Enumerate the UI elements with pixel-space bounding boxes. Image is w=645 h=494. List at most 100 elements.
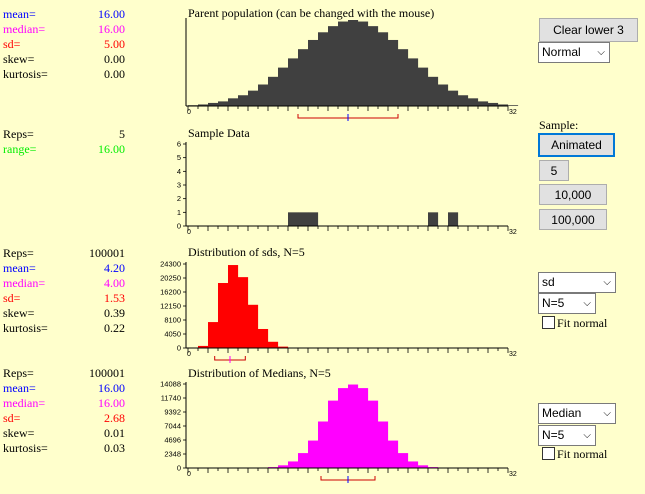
stat-label: sd= bbox=[3, 291, 21, 305]
stat-row: skew= 0.00 bbox=[3, 52, 125, 67]
medians-title: Distribution of Medians, N=5 bbox=[188, 366, 331, 380]
bar bbox=[418, 465, 429, 468]
stat-row: mean= 4.20 bbox=[3, 261, 125, 276]
parent-title: Parent population (can be changed with t… bbox=[188, 6, 435, 20]
animated-button[interactable]: Animated bbox=[538, 133, 615, 157]
stat-value: 0.01 bbox=[104, 426, 125, 440]
parent-distribution-select[interactable]: Normal ⌵ bbox=[538, 42, 610, 63]
bar bbox=[428, 212, 439, 226]
stat-label: Reps= bbox=[3, 366, 34, 380]
bar bbox=[358, 21, 369, 106]
stat-label: range= bbox=[3, 142, 37, 156]
checkbox-box[interactable] bbox=[542, 447, 555, 460]
chevron-down-icon: ⌵ bbox=[603, 277, 611, 288]
stat-value: 4.00 bbox=[104, 276, 125, 290]
stat-value: 1.53 bbox=[104, 291, 125, 305]
stat-row: median= 16.00 bbox=[3, 396, 125, 411]
stat-value: 0.00 bbox=[104, 52, 125, 66]
sds-fit-normal-checkbox[interactable]: Fit normal bbox=[542, 316, 607, 331]
bar bbox=[218, 101, 229, 106]
bar bbox=[398, 49, 409, 106]
bar bbox=[468, 98, 479, 106]
y-tick-label: 4 bbox=[177, 167, 181, 176]
stat-row: kurtosis= 0.22 bbox=[3, 321, 125, 336]
medians-n-select[interactable]: N=5 ⌵ bbox=[538, 425, 596, 446]
stat-label: median= bbox=[3, 396, 46, 410]
bar bbox=[258, 328, 269, 348]
y-tick-label: 4050 bbox=[164, 330, 181, 339]
bar bbox=[458, 95, 469, 106]
stat-row: mean= 16.00 bbox=[3, 381, 125, 396]
stat-label: Reps= bbox=[3, 246, 34, 260]
bar bbox=[278, 67, 289, 106]
stat-row: skew= 0.01 bbox=[3, 426, 125, 441]
stat-label: skew= bbox=[3, 426, 35, 440]
stat-label: sd= bbox=[3, 411, 21, 425]
clear-lower-3-button[interactable]: Clear lower 3 bbox=[539, 18, 638, 42]
bar bbox=[488, 102, 499, 106]
bar bbox=[278, 465, 289, 468]
bar bbox=[308, 212, 319, 226]
stat-label: mean= bbox=[3, 7, 36, 21]
bar bbox=[448, 212, 459, 226]
stat-label: median= bbox=[3, 276, 46, 290]
x-tick-label-min: 0 bbox=[187, 351, 191, 358]
y-tick-label: 1 bbox=[177, 208, 181, 217]
stat-row: sd= 5.00 bbox=[3, 37, 125, 52]
medians-fit-normal-checkbox[interactable]: Fit normal bbox=[542, 447, 607, 462]
parent-distribution-value: Normal bbox=[542, 45, 581, 59]
sds-statistic-select[interactable]: sd ⌵ bbox=[538, 272, 616, 293]
bar bbox=[298, 212, 309, 226]
bar bbox=[268, 76, 279, 106]
stat-label: kurtosis= bbox=[3, 441, 48, 455]
stat-label: kurtosis= bbox=[3, 67, 48, 81]
x-tick-label-max: 32 bbox=[509, 351, 517, 358]
chevron-down-icon: ⌵ bbox=[597, 47, 605, 58]
bar bbox=[248, 304, 259, 348]
stat-row: sd= 1.53 bbox=[3, 291, 125, 306]
y-tick-label: 3 bbox=[177, 181, 181, 190]
bar bbox=[218, 283, 229, 348]
y-tick-label: 12150 bbox=[160, 302, 181, 311]
y-tick-label: 16200 bbox=[160, 288, 181, 297]
bar bbox=[348, 384, 359, 468]
checkbox-box[interactable] bbox=[542, 316, 555, 329]
sds-title: Distribution of sds, N=5 bbox=[188, 245, 305, 259]
parent-stats: mean= 16.00 median= 16.00 sd= 5.00 skew= 0.00 ku… bbox=[3, 7, 125, 82]
x-tick-label-max: 32 bbox=[509, 109, 517, 116]
x-tick-label-min: 0 bbox=[187, 229, 191, 236]
stat-value: 4.20 bbox=[104, 261, 125, 275]
stat-value: 16.00 bbox=[98, 142, 125, 156]
y-tick-label: 2348 bbox=[164, 450, 181, 459]
bar bbox=[408, 58, 419, 106]
stat-value: 5 bbox=[119, 127, 125, 141]
bar bbox=[328, 400, 339, 468]
bar bbox=[318, 421, 329, 468]
stat-row: Reps= 100001 bbox=[3, 366, 125, 381]
y-tick-label: 11740 bbox=[161, 394, 181, 403]
stat-row: Reps= 5 bbox=[3, 127, 125, 142]
chevron-down-icon: ⌵ bbox=[603, 408, 611, 419]
bar bbox=[368, 400, 379, 468]
stat-label: mean= bbox=[3, 381, 36, 395]
y-tick-label: 9392 bbox=[164, 408, 181, 417]
medians-distribution-plot: 0 32 0 2348 4696 7044 9392 11740 14088 bbox=[160, 380, 517, 483]
y-tick-label: 7044 bbox=[164, 422, 181, 431]
bar bbox=[478, 101, 489, 106]
stat-value: 16.00 bbox=[98, 7, 125, 21]
sds-n-select[interactable]: N=5 ⌵ bbox=[538, 293, 596, 314]
bar bbox=[268, 341, 279, 348]
sample-100000-button[interactable]: 100,000 bbox=[539, 209, 607, 230]
medians-statistic-select[interactable]: Median ⌵ bbox=[538, 403, 616, 424]
sample-5-button[interactable]: 5 bbox=[539, 160, 569, 181]
bar bbox=[398, 453, 409, 468]
bar bbox=[308, 440, 319, 468]
stat-row: skew= 0.39 bbox=[3, 306, 125, 321]
bar bbox=[318, 32, 329, 106]
medians-n-value: N=5 bbox=[542, 428, 565, 442]
parent-population-plot[interactable]: 0 32 bbox=[170, 8, 520, 121]
sample-title: Sample Data bbox=[188, 126, 250, 140]
bar bbox=[338, 388, 349, 468]
bar bbox=[368, 26, 379, 107]
sample-10000-button[interactable]: 10,000 bbox=[539, 184, 607, 205]
